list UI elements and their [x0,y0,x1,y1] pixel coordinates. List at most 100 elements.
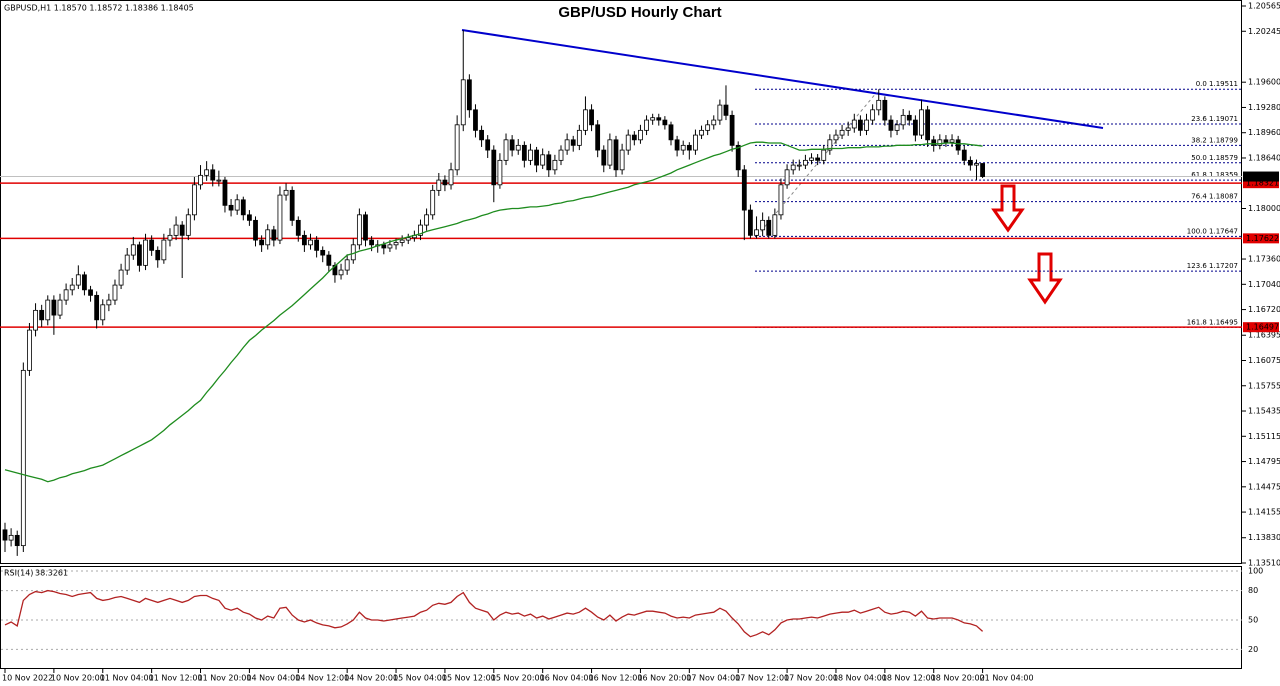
rsi-label: RSI(14) [4,569,33,578]
y-tick-label: 1.15755 [1248,381,1280,390]
candle-body [51,299,57,316]
candle-body [558,149,564,161]
candle-body [130,244,136,256]
candle-body [137,244,142,266]
candle-body [473,109,478,131]
candle-body [570,139,576,146]
candle-body [424,214,429,226]
x-tick-label: 17 Nov 12:00 [735,674,789,683]
candle-body [674,139,680,151]
candle-body [644,119,649,131]
candle-body [118,269,124,286]
candle-body [796,164,802,167]
candle-body [790,164,796,171]
candle-body [399,239,405,243]
candle-body [69,284,75,291]
x-tick-label: 16 Nov 20:00 [637,674,691,683]
candle-body [94,294,100,321]
candle-body [741,169,747,211]
candle-body [8,534,14,541]
y-tick-label: 1.17040 [1248,280,1280,289]
candle-body [301,234,307,246]
fib-label: 76.4 1.18087 [1191,193,1238,201]
candle-body [723,104,729,116]
candle-body [448,169,454,186]
candle-body [100,304,106,321]
candle-body [576,129,582,146]
candle-body [45,299,51,321]
candle-body [185,214,191,236]
x-tick-label: 21 Nov 04:00 [980,674,1034,683]
moving-average [4,141,983,483]
level-label: 1.17622 [1246,234,1279,243]
candle-body [14,534,20,547]
y-tick-label: 1.15435 [1248,407,1280,416]
candle-body [418,224,423,236]
x-tick-label: 15 Nov 04:00 [393,674,447,683]
candle-body [210,169,216,181]
candle-body [967,159,973,166]
candle-body [143,239,148,266]
x-tick-label: 18 Nov 04:00 [833,674,887,683]
candle-body [356,214,362,246]
candle-body [625,134,631,151]
y-tick-label: 1.13510 [1248,559,1280,568]
candle-body [173,224,179,236]
candle-body [491,149,497,186]
candle-body [466,79,472,111]
candle-body [381,244,387,249]
candle-body [204,169,210,176]
candle-body [601,149,607,166]
candle-body [778,184,784,216]
candle-body [552,159,558,171]
candle-body [192,184,197,216]
candle-body [833,134,839,141]
candle-body [155,249,161,261]
candle-body [864,119,869,131]
symbol-header: GBPUSD,H1 1.18570 1.18572 1.18386 1.1840… [4,4,194,13]
candle-body [931,139,937,146]
y-tick-label: 1.16720 [1248,305,1280,314]
candle-body [815,157,821,161]
candle-body [827,139,833,151]
candle-body [20,369,26,547]
candle-body [124,254,130,271]
x-tick-label: 16 Nov 04:00 [540,674,594,683]
level-label: 1.18321 [1246,179,1279,188]
candle-body [497,159,503,186]
candle-body [460,79,466,126]
rsi-tick-label: 100 [1248,567,1263,576]
candle-body [919,109,924,136]
candle-body [961,149,967,161]
rsi-line [4,589,984,638]
y-tick-label: 1.14795 [1248,457,1280,466]
candle-body [179,224,185,236]
candle-body [851,119,857,129]
candle-body [234,199,240,211]
x-tick-label: 16 Nov 12:00 [589,674,643,683]
rsi-tick-label: 80 [1248,586,1258,595]
y-tick-label: 1.20565 [1248,2,1280,11]
y-tick-label: 1.18960 [1248,128,1280,137]
candle-body [509,139,515,151]
candle-body [106,299,112,306]
candle-body [344,259,350,271]
candle-body [735,144,741,171]
current-price-label: 1.18405 [1246,172,1279,181]
candle-body [39,309,45,321]
fib-label: 161.8 1.16495 [1187,318,1238,326]
y-tick-label: 1.16075 [1248,356,1280,365]
candle-body [583,109,588,131]
candle-body [75,274,81,286]
rsi-tick-label: 50 [1248,616,1258,625]
candle-body [650,117,656,121]
candle-body [894,124,900,131]
candle-body [760,219,766,231]
candle-body [289,189,295,221]
candle-body [479,129,484,141]
y-tick-label: 1.19600 [1248,78,1280,87]
x-tick-label: 17 Nov 04:00 [686,674,740,683]
fib-label: 0.0 1.19511 [1196,80,1238,88]
candle-body [534,149,539,166]
